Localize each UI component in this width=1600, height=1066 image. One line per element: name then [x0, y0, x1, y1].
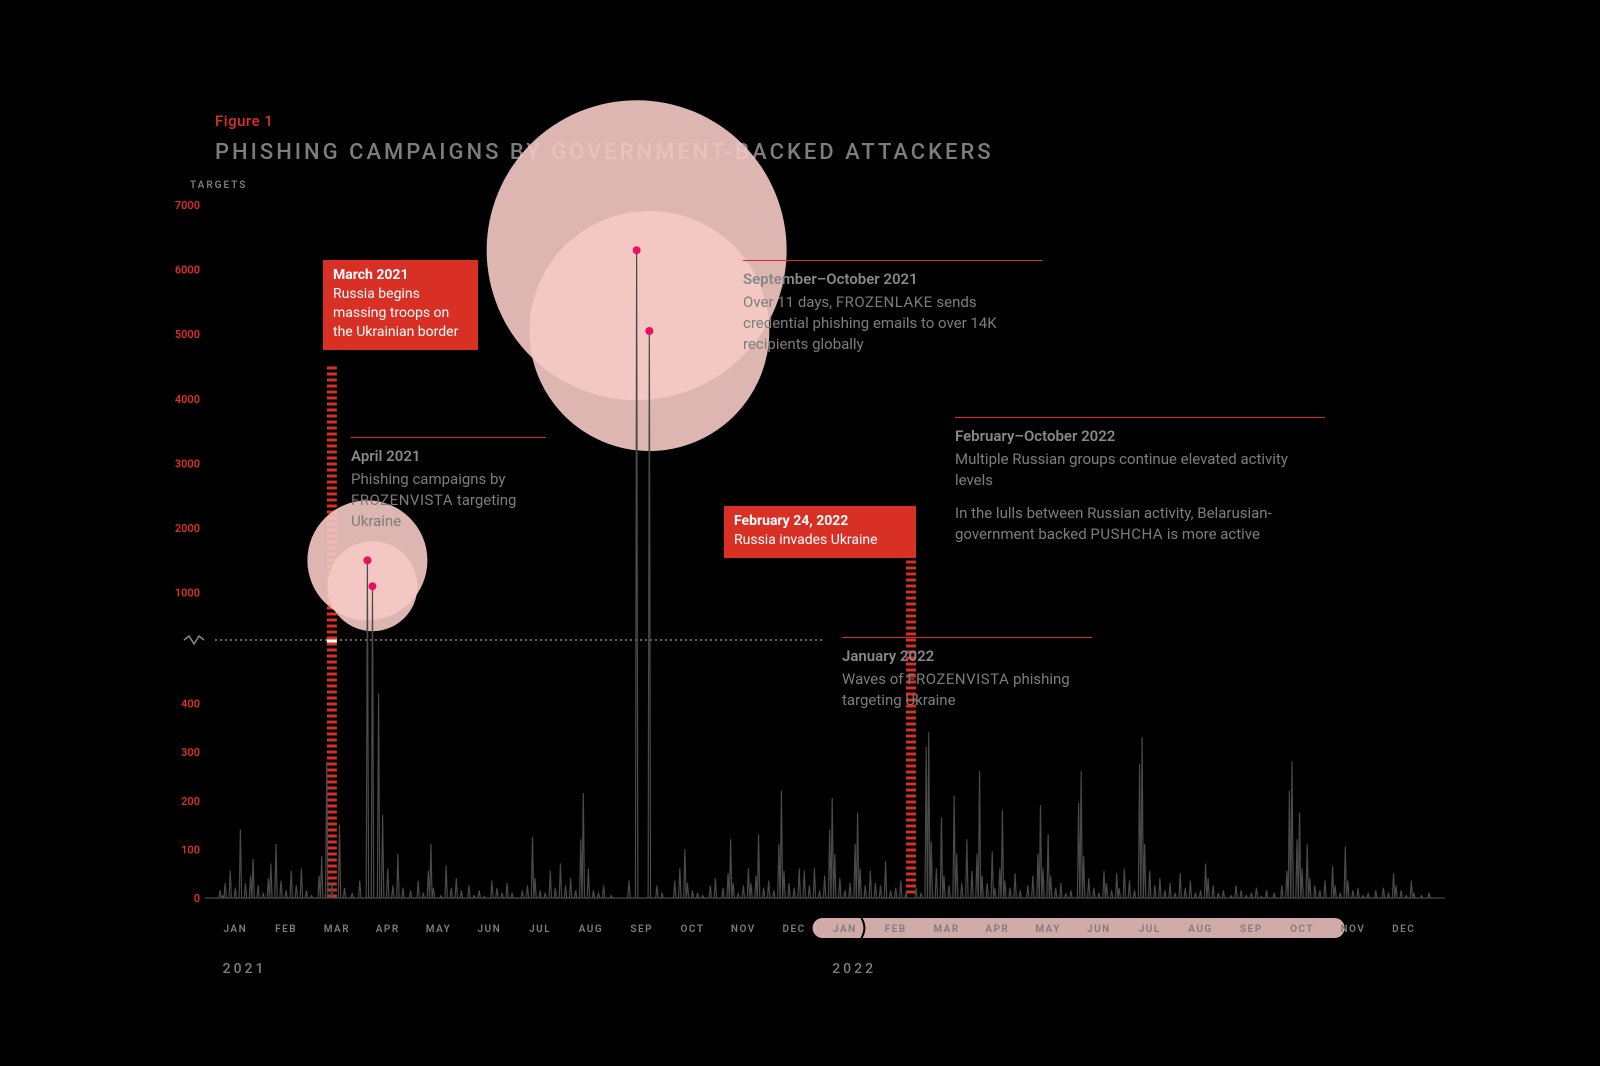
annotation-body: Waves of FROZENVISTA phishing targeting …	[842, 669, 1092, 711]
svg-text:4000: 4000	[175, 393, 200, 406]
annotation-heading: April 2021	[351, 446, 546, 467]
svg-text:JUN: JUN	[1087, 924, 1111, 935]
svg-text:OCT: OCT	[681, 924, 705, 935]
svg-text:300: 300	[181, 746, 200, 759]
annotation-body: Multiple Russian groups continue elevate…	[955, 449, 1325, 491]
annotation-body: Phishing campaigns by FROZENVISTA target…	[351, 469, 546, 532]
annotation-rule	[743, 260, 1043, 261]
svg-text:JAN: JAN	[223, 924, 247, 935]
svg-text:FEB: FEB	[885, 924, 907, 935]
svg-text:APR: APR	[376, 924, 400, 935]
annotation-rule	[351, 437, 546, 438]
annotation-feb24-2022: February 24, 2022 Russia invades Ukraine	[724, 506, 916, 558]
svg-text:NOV: NOV	[1340, 924, 1365, 935]
annotation-heading: February 24, 2022	[734, 512, 906, 531]
annotation-body: Russia begins massing troops on the Ukra…	[333, 285, 468, 342]
svg-text:MAR: MAR	[324, 924, 350, 935]
svg-text:200: 200	[181, 795, 200, 808]
svg-text:JUL: JUL	[1139, 924, 1161, 935]
annotation-heading: March 2021	[333, 266, 468, 285]
annotation-body: Over 11 days, FROZENLAKE sends credentia…	[743, 292, 1043, 355]
svg-text:SEP: SEP	[630, 924, 653, 935]
annotation-heading: September–October 2021	[743, 269, 1043, 290]
annotation-heading: February–October 2022	[955, 426, 1325, 447]
annotation-rule	[955, 417, 1325, 418]
svg-text:FEB: FEB	[275, 924, 297, 935]
annotation-heading: January 2022	[842, 646, 1092, 667]
svg-text:AUG: AUG	[579, 924, 603, 935]
svg-text:JUL: JUL	[529, 924, 551, 935]
svg-text:MAY: MAY	[426, 924, 452, 935]
annotation-jan-2022: January 2022 Waves of FROZENVISTA phishi…	[842, 637, 1092, 711]
svg-text:DEC: DEC	[783, 924, 806, 935]
svg-text:SEP: SEP	[1240, 924, 1263, 935]
svg-text:JAN: JAN	[833, 924, 857, 935]
svg-text:0: 0	[194, 892, 200, 905]
svg-text:5000: 5000	[175, 328, 200, 341]
svg-text:OCT: OCT	[1290, 924, 1314, 935]
annotation-rule	[842, 637, 1092, 638]
annotation-april-2021: April 2021 Phishing campaigns by FROZENV…	[351, 437, 546, 532]
svg-text:100: 100	[181, 843, 200, 856]
svg-text:6000: 6000	[175, 264, 200, 277]
svg-text:1000: 1000	[175, 587, 200, 600]
annotation-march-2021: March 2021 Russia begins massing troops …	[323, 260, 478, 350]
svg-text:JUN: JUN	[477, 924, 501, 935]
svg-text:MAY: MAY	[1035, 924, 1061, 935]
svg-text:3000: 3000	[175, 457, 200, 470]
svg-text:AUG: AUG	[1188, 924, 1212, 935]
annotation-sep-oct-2021: September–October 2021 Over 11 days, FRO…	[743, 260, 1043, 355]
svg-text:400: 400	[181, 698, 200, 711]
svg-text:MAR: MAR	[933, 924, 959, 935]
annotation-body-2: In the lulls between Russian activity, B…	[955, 503, 1325, 545]
svg-text:2000: 2000	[175, 522, 200, 535]
annotation-feb-oct-2022: February–October 2022 Multiple Russian g…	[955, 417, 1325, 545]
svg-text:7000: 7000	[175, 199, 200, 212]
svg-text:2021: 2021	[223, 961, 267, 977]
svg-text:APR: APR	[985, 924, 1009, 935]
svg-text:DEC: DEC	[1392, 924, 1415, 935]
annotation-body: Russia invades Ukraine	[734, 531, 906, 550]
svg-text:2022: 2022	[832, 961, 876, 977]
svg-text:NOV: NOV	[731, 924, 756, 935]
